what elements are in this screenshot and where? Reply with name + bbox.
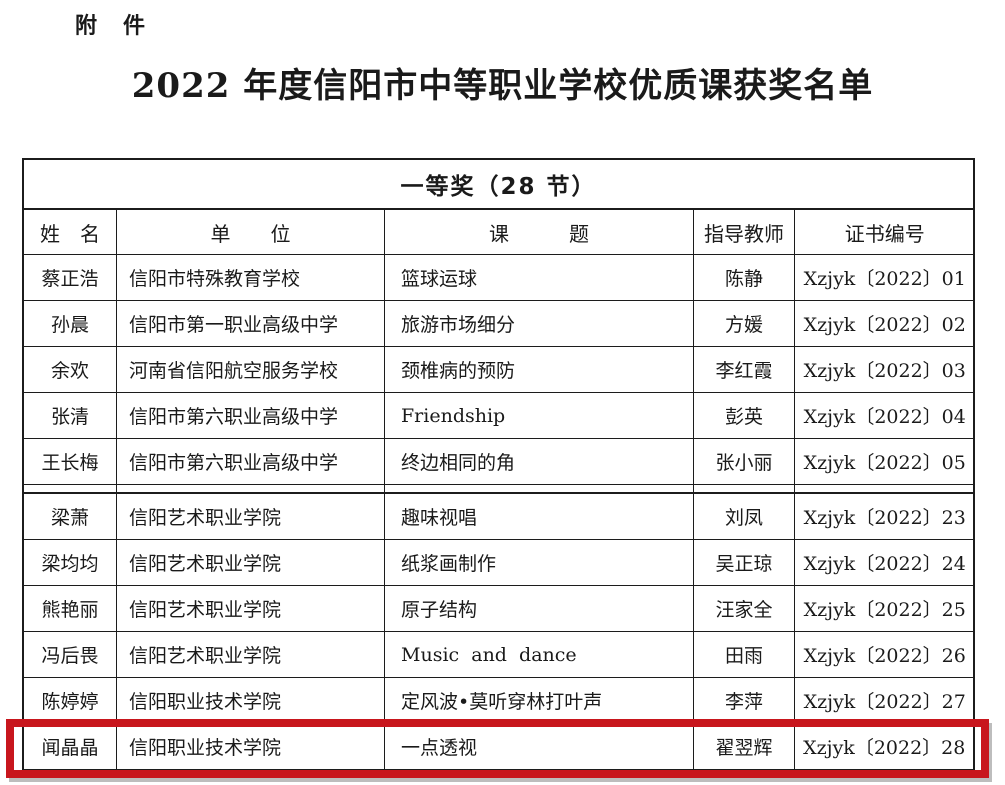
cell-name: 王长梅: [24, 439, 117, 484]
award-table: 一等奖（28 节） 姓 名 单 位 课 题 指导教师 证书编号 蔡正浩 信阳市特…: [6, 158, 989, 778]
cell-name: 闻晶晶: [24, 724, 117, 769]
cell-teacher: 翟翌辉: [694, 724, 795, 769]
cell-topic: Friendship: [385, 393, 694, 438]
cell-teacher: 田雨: [694, 632, 795, 677]
cell-name: 陈婷婷: [24, 678, 117, 723]
cell-name: 余欢: [24, 347, 117, 392]
page-title: 2022 年度信阳市中等职业学校优质课获奖名单: [131, 66, 874, 106]
cell-unit: 信阳市特殊教育学校: [117, 255, 385, 300]
cell-unit: 信阳市第六职业高级中学: [117, 439, 385, 484]
cell-topic: 旅游市场细分: [385, 301, 694, 346]
cell-teacher: 汪家全: [694, 586, 795, 631]
cell-name: 冯后畏: [24, 632, 117, 677]
column-header-cert: 证书编号: [844, 221, 925, 246]
cell-teacher: 彭英: [694, 393, 795, 438]
cell-cert: Xzjyk〔2022〕02: [803, 314, 966, 336]
cell-teacher: 李红霞: [694, 347, 795, 392]
cell-unit: 信阳职业技术学院: [117, 678, 385, 723]
cell-name: 梁萧: [24, 494, 117, 539]
cell-cert: Xzjyk〔2022〕04: [803, 406, 966, 428]
cell-topic: 纸浆画制作: [385, 540, 694, 585]
page-break-seam: [24, 484, 973, 494]
cell-unit: 信阳职业技术学院: [117, 724, 385, 769]
table-row-highlighted: 闻晶晶 信阳职业技术学院 一点透视 翟翌辉 Xzjyk〔2022〕28: [6, 719, 989, 778]
cell-topic: 趣味视唱: [385, 494, 694, 539]
cell-name: 张清: [24, 393, 117, 438]
table-header-row: 姓 名 单 位 课 题 指导教师 证书编号: [24, 210, 973, 255]
cell-cert: Xzjyk〔2022〕25: [803, 599, 966, 621]
cell-unit: 河南省信阳航空服务学校: [117, 347, 385, 392]
table-row: 陈婷婷 信阳职业技术学院 定风波•莫听穿林打叶声 李萍 Xzjyk〔2022〕2…: [24, 678, 973, 724]
cell-name: 孙晨: [24, 301, 117, 346]
column-header-topic: 课 题: [385, 210, 694, 254]
table-row: 王长梅 信阳市第六职业高级中学 终边相同的角 张小丽 Xzjyk〔2022〕05: [24, 439, 973, 484]
cell-topic: 颈椎病的预防: [385, 347, 694, 392]
cell-unit: 信阳艺术职业学院: [117, 586, 385, 631]
cell-cert: Xzjyk〔2022〕03: [803, 360, 966, 382]
cell-name: 蔡正浩: [24, 255, 117, 300]
table-row: 孙晨 信阳市第一职业高级中学 旅游市场细分 方媛 Xzjyk〔2022〕02: [24, 301, 973, 347]
cell-cert: Xzjyk〔2022〕28: [795, 724, 975, 769]
cell-topic: 终边相同的角: [385, 439, 694, 484]
cell-teacher: 张小丽: [694, 439, 795, 484]
cell-topic: 一点透视: [385, 724, 694, 769]
cell-teacher: 陈静: [694, 255, 795, 300]
cell-cert: Xzjyk〔2022〕23: [803, 507, 966, 529]
table-row: 余欢 河南省信阳航空服务学校 颈椎病的预防 李红霞 Xzjyk〔2022〕03: [24, 347, 973, 393]
cell-name: 梁均均: [24, 540, 117, 585]
table-row: 蔡正浩 信阳市特殊教育学校 篮球运球 陈静 Xzjyk〔2022〕01: [24, 255, 973, 301]
cell-cert: Xzjyk〔2022〕05: [803, 452, 966, 474]
cell-topic: 原子结构: [385, 586, 694, 631]
cell-unit: 信阳艺术职业学院: [117, 632, 385, 677]
cell-unit: 信阳市第一职业高级中学: [117, 301, 385, 346]
table-row: 梁均均 信阳艺术职业学院 纸浆画制作 吴正琼 Xzjyk〔2022〕24: [24, 540, 973, 586]
cell-cert: Xzjyk〔2022〕01: [803, 268, 966, 290]
cell-teacher: 刘凤: [694, 494, 795, 539]
cell-unit: 信阳艺术职业学院: [117, 494, 385, 539]
table-row: 张清 信阳市第六职业高级中学 Friendship 彭英 Xzjyk〔2022〕…: [24, 393, 973, 439]
cell-teacher: 吴正琼: [694, 540, 795, 585]
cell-name: 熊艳丽: [24, 586, 117, 631]
column-header-teacher: 指导教师: [694, 210, 795, 254]
cell-cert: Xzjyk〔2022〕24: [803, 553, 966, 575]
cell-topic: Music and dance: [385, 632, 694, 677]
column-header-unit: 单 位: [117, 210, 385, 254]
table-row: 冯后畏 信阳艺术职业学院 Music and dance 田雨 Xzjyk〔20…: [24, 632, 973, 678]
cell-cert: Xzjyk〔2022〕27: [803, 691, 966, 713]
table-row: 熊艳丽 信阳艺术职业学院 原子结构 汪家全 Xzjyk〔2022〕25: [24, 586, 973, 632]
cell-cert: Xzjyk〔2022〕26: [803, 645, 966, 667]
cell-teacher: 方媛: [694, 301, 795, 346]
cell-teacher: 李萍: [694, 678, 795, 723]
table-row: 梁萧 信阳艺术职业学院 趣味视唱 刘凤 Xzjyk〔2022〕23: [24, 494, 973, 540]
cell-unit: 信阳市第六职业高级中学: [117, 393, 385, 438]
cell-topic: 定风波•莫听穿林打叶声: [385, 678, 694, 723]
column-header-name: 姓 名: [24, 210, 117, 254]
cell-topic: 篮球运球: [385, 255, 694, 300]
cell-unit: 信阳艺术职业学院: [117, 540, 385, 585]
award-band-title: 一等奖（28 节）: [24, 160, 973, 210]
attachment-label: 附 件: [75, 14, 148, 39]
